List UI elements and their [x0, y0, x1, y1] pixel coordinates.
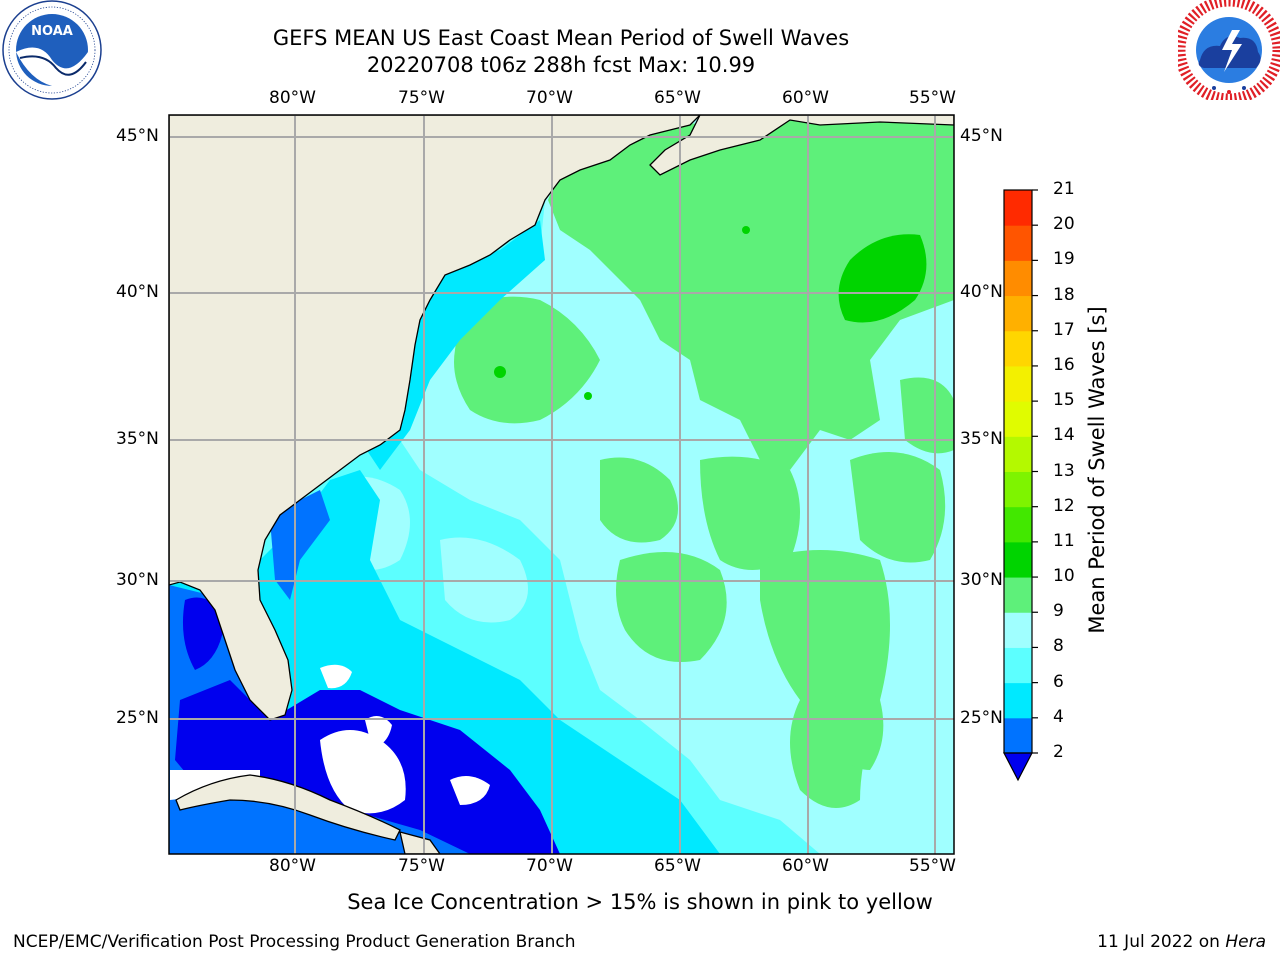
colorbar-tick-label: 19: [1053, 249, 1075, 269]
lat-label-left: 25°N: [116, 708, 159, 728]
colorbar-segment: [1004, 296, 1032, 332]
colorbar-tick-label: 12: [1053, 496, 1075, 516]
lon-label-bottom: 60°W: [782, 856, 829, 876]
host-name: Hera: [1225, 932, 1266, 952]
sea-ice-note: Sea Ice Concentration > 15% is shown in …: [0, 890, 1280, 914]
lon-label-top: 80°W: [269, 88, 316, 108]
colorbar-segment: [1004, 507, 1032, 543]
colorbar-segment: [1004, 260, 1032, 296]
lon-label-bottom: 80°W: [269, 856, 316, 876]
colorbar-segment: [1004, 683, 1032, 719]
colorbar-tick-label: 13: [1053, 461, 1075, 481]
lat-label-left: 30°N: [116, 570, 159, 590]
colorbar-under-triangle: [1004, 753, 1032, 780]
colorbar-tick-label: 4: [1053, 707, 1064, 727]
colorbar-segment: [1004, 718, 1032, 754]
lon-label-top: 65°W: [654, 88, 701, 108]
lat-label-right: 35°N: [960, 429, 1003, 449]
lon-label-top: 70°W: [526, 88, 573, 108]
colorbar-tick-label: 11: [1053, 531, 1075, 551]
lon-label-top: 60°W: [782, 88, 829, 108]
colorbar-tick-label: 17: [1053, 320, 1075, 340]
lat-label-left: 35°N: [116, 429, 159, 449]
colorbar-segment: [1004, 436, 1032, 472]
colorbar-segment: [1004, 366, 1032, 402]
colorbar-tick-label: 16: [1053, 355, 1075, 375]
colorbar-segment: [1004, 542, 1032, 578]
colorbar-tick-label: 18: [1053, 285, 1075, 305]
credit-line: NCEP/EMC/Verification Post Processing Pr…: [13, 932, 576, 952]
lon-label-top: 75°W: [398, 88, 445, 108]
colorbar-tick-label: 21: [1053, 179, 1075, 199]
lon-label-bottom: 55°W: [909, 856, 956, 876]
map-field: [169, 115, 954, 854]
lon-label-bottom: 65°W: [654, 856, 701, 876]
colorbar-tick-label: 8: [1053, 636, 1064, 656]
colorbar-tick-label: 2: [1053, 742, 1064, 762]
colorbar-tick-label: 14: [1053, 425, 1075, 445]
lat-label-right: 30°N: [960, 570, 1003, 590]
colorbar-segment: [1004, 612, 1032, 648]
colorbar-segment: [1004, 401, 1032, 437]
colorbar-segment: [1004, 190, 1032, 226]
colorbar-tick-label: 15: [1053, 390, 1075, 410]
lon-label-bottom: 75°W: [398, 856, 445, 876]
colorbar-segment: [1004, 647, 1032, 683]
colorbar-segment: [1004, 225, 1032, 261]
lon-label-top: 55°W: [909, 88, 956, 108]
colorbar-tick-label: 9: [1053, 601, 1064, 621]
colorbar-tick-label: 6: [1053, 672, 1064, 692]
lat-label-left: 45°N: [116, 126, 159, 146]
lat-label-left: 40°N: [116, 282, 159, 302]
lat-label-right: 25°N: [960, 708, 1003, 728]
lat-label-right: 45°N: [960, 126, 1003, 146]
date-line: 11 Jul 2022 on Hera: [1097, 932, 1266, 952]
colorbar-tick-label: 20: [1053, 214, 1075, 234]
colorbar-segment: [1004, 331, 1032, 367]
date-prefix: 11 Jul 2022 on: [1097, 932, 1225, 952]
lon-label-bottom: 70°W: [526, 856, 573, 876]
colorbar: [1004, 190, 1038, 780]
colorbar-segment: [1004, 472, 1032, 508]
colorbar-segment: [1004, 577, 1032, 613]
colorbar-tick-label: 10: [1053, 566, 1075, 586]
lat-label-right: 40°N: [960, 282, 1003, 302]
